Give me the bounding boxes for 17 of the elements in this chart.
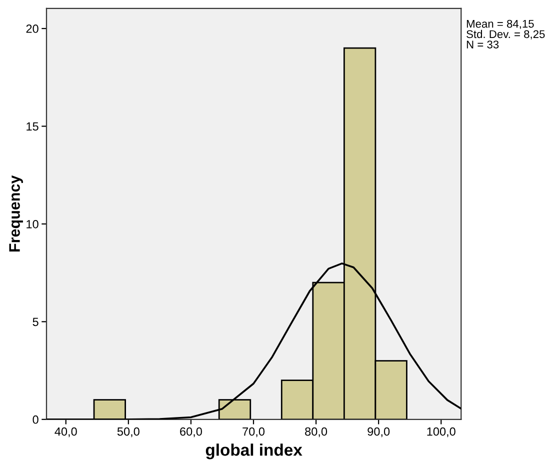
x-tick-label: 40,0 [54,427,77,438]
y-tick-label: 15 [26,122,38,131]
y-tick-label: 20 [26,24,38,33]
x-axis-title: global index [206,444,302,460]
text: Std. Dev. = 8,25 [466,30,545,40]
text: Mean = 84,15 [466,20,534,30]
x-tick-label: 90,0 [368,427,390,438]
y-tick-label: 0 [32,415,38,424]
y-tick-label: 10 [26,220,38,228]
text: N = 33 [466,40,499,48]
y-tick-label: 5 [32,318,38,326]
x-tick-label: 50,0 [117,427,140,438]
x-tick-label: 70,0 [242,427,265,438]
x-tick-label: 60,0 [180,427,202,438]
x-tick-label: 100,0 [427,427,456,438]
x-tick-label: 80,0 [305,427,328,438]
y-axis-title: Frequency [9,175,23,252]
